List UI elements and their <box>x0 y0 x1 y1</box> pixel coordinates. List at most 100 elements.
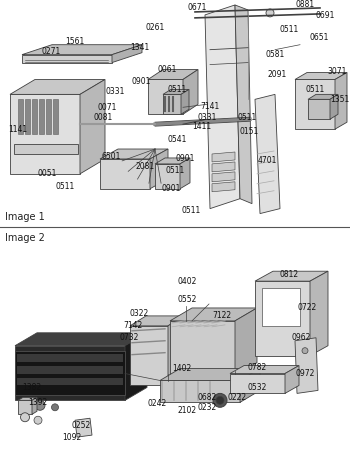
Text: 1382: 1382 <box>22 383 41 392</box>
Polygon shape <box>310 271 328 356</box>
Polygon shape <box>295 72 347 79</box>
Text: 2081: 2081 <box>135 162 154 171</box>
Polygon shape <box>240 369 260 402</box>
Text: 6501: 6501 <box>102 153 121 161</box>
Polygon shape <box>255 94 280 213</box>
Text: 0732: 0732 <box>120 333 139 342</box>
Polygon shape <box>183 70 198 114</box>
Polygon shape <box>18 99 23 134</box>
Polygon shape <box>308 99 330 119</box>
Polygon shape <box>150 149 168 189</box>
Text: 0691: 0691 <box>315 11 334 20</box>
Polygon shape <box>235 308 257 376</box>
Polygon shape <box>17 377 123 386</box>
Polygon shape <box>130 326 168 386</box>
Polygon shape <box>18 400 32 414</box>
Text: 0901: 0901 <box>175 154 194 164</box>
Text: 0671: 0671 <box>188 4 207 12</box>
Text: 0901: 0901 <box>162 184 181 193</box>
Polygon shape <box>15 351 125 395</box>
Polygon shape <box>255 271 328 281</box>
Text: 0222: 0222 <box>228 393 247 402</box>
Polygon shape <box>163 94 181 114</box>
Polygon shape <box>80 79 105 174</box>
Text: 0061: 0061 <box>158 65 177 74</box>
Polygon shape <box>15 346 125 400</box>
Text: 2091: 2091 <box>268 70 287 79</box>
Polygon shape <box>160 381 240 402</box>
Text: 0962: 0962 <box>292 333 312 342</box>
Polygon shape <box>255 281 310 356</box>
Text: 0051: 0051 <box>38 169 57 178</box>
Text: 0552: 0552 <box>178 294 197 304</box>
Polygon shape <box>10 79 105 94</box>
Text: 7141: 7141 <box>200 102 219 111</box>
Polygon shape <box>125 333 147 400</box>
Text: 0511: 0511 <box>305 85 324 94</box>
Text: 0071: 0071 <box>98 103 117 112</box>
Text: 0581: 0581 <box>265 50 284 59</box>
Polygon shape <box>32 99 37 134</box>
Polygon shape <box>100 149 168 159</box>
Text: 0972: 0972 <box>295 369 314 378</box>
Polygon shape <box>262 288 300 326</box>
Polygon shape <box>212 152 235 162</box>
Polygon shape <box>235 5 252 204</box>
Polygon shape <box>155 158 190 164</box>
Polygon shape <box>53 99 58 134</box>
Text: 0322: 0322 <box>130 309 149 318</box>
Text: 0242: 0242 <box>148 399 167 408</box>
Polygon shape <box>330 94 338 119</box>
Text: 0722: 0722 <box>297 304 316 313</box>
Circle shape <box>216 396 224 405</box>
Text: Image 1: Image 1 <box>5 212 45 222</box>
Text: 7122: 7122 <box>212 311 231 320</box>
Text: 0511: 0511 <box>165 166 184 175</box>
Polygon shape <box>18 397 37 400</box>
Text: 3071: 3071 <box>327 67 346 76</box>
Text: 0511: 0511 <box>238 113 257 122</box>
Polygon shape <box>100 159 150 189</box>
Polygon shape <box>17 354 123 361</box>
Polygon shape <box>295 79 335 129</box>
Polygon shape <box>10 94 80 174</box>
Text: 0511: 0511 <box>280 25 299 34</box>
Polygon shape <box>160 369 260 381</box>
Polygon shape <box>205 5 240 209</box>
Text: Image 2: Image 2 <box>5 233 45 243</box>
Text: 0232: 0232 <box>198 403 217 412</box>
Circle shape <box>213 393 227 407</box>
Polygon shape <box>230 366 299 374</box>
Text: 1341: 1341 <box>130 43 149 52</box>
Polygon shape <box>75 418 92 437</box>
Text: 0261: 0261 <box>145 23 164 32</box>
Polygon shape <box>170 321 235 376</box>
Text: 1351: 1351 <box>330 95 349 104</box>
Polygon shape <box>25 99 30 134</box>
Polygon shape <box>148 79 183 114</box>
Text: 0782: 0782 <box>247 363 266 372</box>
Polygon shape <box>15 333 147 346</box>
Polygon shape <box>112 45 142 63</box>
Polygon shape <box>230 374 285 393</box>
Polygon shape <box>155 164 180 189</box>
Polygon shape <box>335 72 347 129</box>
Polygon shape <box>285 366 299 393</box>
Circle shape <box>34 416 42 424</box>
Polygon shape <box>295 338 318 393</box>
Text: 0511: 0511 <box>55 182 74 191</box>
Polygon shape <box>308 94 338 99</box>
Text: 0812: 0812 <box>280 270 299 279</box>
Text: 0081: 0081 <box>93 113 112 122</box>
Polygon shape <box>212 172 235 182</box>
Text: 0252: 0252 <box>72 421 91 430</box>
Polygon shape <box>14 144 78 154</box>
Polygon shape <box>212 162 235 172</box>
Text: 0402: 0402 <box>177 277 196 286</box>
Text: 0511: 0511 <box>182 206 201 215</box>
Text: 0511: 0511 <box>168 85 187 94</box>
Polygon shape <box>46 99 51 134</box>
Text: 1402: 1402 <box>172 364 191 373</box>
Text: 1392: 1392 <box>28 398 47 407</box>
Text: 0541: 0541 <box>168 135 187 144</box>
